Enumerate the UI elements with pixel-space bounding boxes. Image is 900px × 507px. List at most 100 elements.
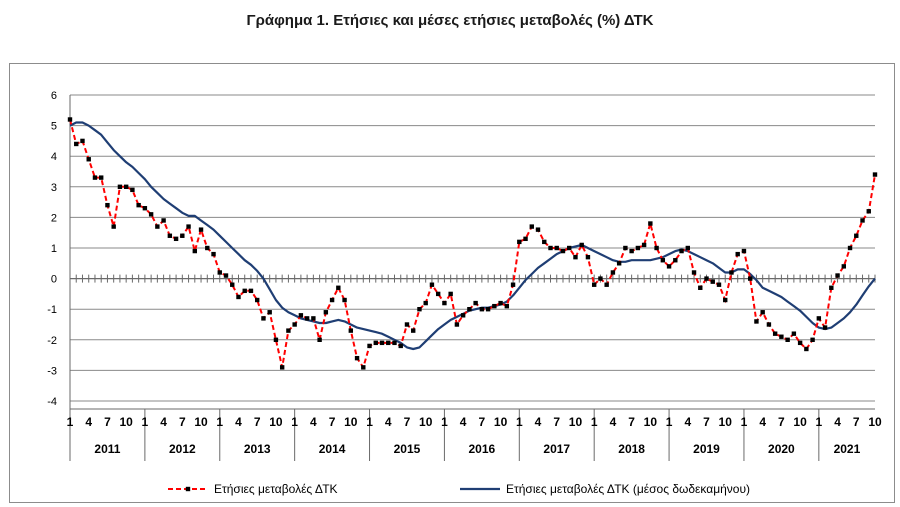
data-point (217, 270, 222, 275)
month-tick-label: 4 (535, 415, 542, 429)
data-point (304, 316, 310, 321)
data-point (180, 233, 185, 238)
data-point (74, 141, 79, 147)
data-point (99, 175, 104, 180)
month-tick-label: 10 (868, 415, 882, 429)
month-tick-label: 4 (684, 415, 691, 429)
month-tick-label: 1 (516, 415, 523, 429)
month-tick-label: 1 (67, 415, 74, 429)
y-tick-label: 1 (51, 243, 57, 255)
data-point (123, 184, 129, 189)
data-point (379, 340, 385, 346)
month-tick-label: 7 (778, 415, 785, 429)
month-tick-label: 7 (404, 415, 411, 429)
data-point (442, 300, 447, 306)
data-point (847, 245, 853, 251)
series-lines (67, 117, 878, 370)
year-label: 2013 (244, 442, 271, 456)
data-point (585, 254, 591, 260)
data-point (772, 331, 778, 336)
data-point (473, 300, 478, 306)
y-tick-label: -1 (47, 304, 57, 316)
data-point (248, 288, 254, 294)
data-point (186, 224, 191, 229)
legend-label-annual: Ετήσιες μεταβολές ΔΤΚ (214, 482, 338, 496)
month-tick-label: 4 (85, 415, 92, 429)
y-tick-label: 6 (51, 90, 57, 102)
data-point (192, 248, 198, 254)
data-point (542, 239, 547, 245)
data-point (136, 202, 141, 208)
data-point (635, 245, 641, 251)
y-tick-label: -4 (47, 396, 57, 408)
data-point (517, 239, 522, 245)
y-tick-label: -3 (47, 365, 57, 377)
month-tick-label: 4 (834, 415, 841, 429)
month-tick-label: 4 (460, 415, 467, 429)
data-point (342, 297, 347, 303)
chart-title: Γράφημα 1. Ετήσιες και μέσες ετήσιες μετ… (246, 12, 654, 29)
data-point (479, 307, 485, 312)
data-point (286, 328, 291, 333)
data-point (623, 245, 628, 251)
data-point (535, 227, 541, 232)
data-point (554, 245, 559, 251)
month-tick-label: 7 (104, 415, 111, 429)
data-point (448, 291, 453, 297)
data-point (279, 365, 285, 370)
data-point (223, 273, 229, 278)
data-point (723, 297, 728, 303)
data-point (816, 316, 822, 321)
data-point (67, 117, 73, 122)
data-point (311, 316, 316, 321)
data-point (411, 328, 416, 333)
data-point (198, 227, 204, 232)
year-label: 2020 (768, 442, 795, 456)
data-point (173, 236, 179, 242)
data-point (467, 307, 472, 312)
data-point (872, 172, 878, 177)
data-point (367, 343, 372, 349)
y-tick-label: 2 (51, 212, 57, 224)
legend: Ετήσιες μεταβολές ΔΤΚ Ετήσιες μεταβολές Δ… (168, 482, 750, 496)
month-tick-label: 10 (344, 415, 358, 429)
data-point (604, 282, 609, 287)
data-point (685, 245, 690, 251)
data-point (86, 157, 91, 162)
month-tick-label: 7 (853, 415, 860, 429)
data-point (336, 285, 341, 290)
month-tick-label: 10 (419, 415, 433, 429)
data-point (423, 300, 428, 306)
y-tick-label: 0 (51, 274, 57, 286)
month-tick-label: 1 (741, 415, 748, 429)
month-tick-label: 1 (216, 415, 223, 429)
data-point (829, 285, 834, 290)
data-point (579, 242, 584, 248)
data-point (610, 270, 616, 275)
data-point (598, 276, 603, 281)
data-point (255, 297, 260, 303)
data-point (117, 184, 123, 189)
month-tick-label: 4 (385, 415, 392, 429)
year-label: 2019 (693, 442, 720, 456)
data-point (205, 245, 210, 251)
month-tick-label: 10 (119, 415, 133, 429)
legend-label-average: Ετήσιες μεταβολές ΔΤΚ (μέσος δωδεκαμήνου… (506, 482, 750, 496)
data-point (392, 340, 397, 346)
year-label: 2021 (834, 442, 861, 456)
data-point (130, 187, 135, 193)
year-label: 2014 (319, 442, 346, 456)
data-point (860, 218, 865, 223)
data-point (504, 303, 510, 309)
data-point (267, 310, 272, 315)
data-point (510, 282, 516, 287)
data-point (716, 282, 722, 287)
data-point (273, 337, 279, 342)
year-label: 2015 (394, 442, 421, 456)
data-point (230, 282, 235, 287)
data-point (797, 340, 803, 346)
data-point (591, 282, 597, 287)
data-point (648, 221, 653, 226)
